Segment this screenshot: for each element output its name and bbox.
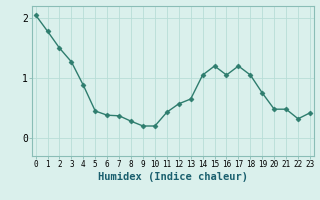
X-axis label: Humidex (Indice chaleur): Humidex (Indice chaleur)	[98, 172, 248, 182]
